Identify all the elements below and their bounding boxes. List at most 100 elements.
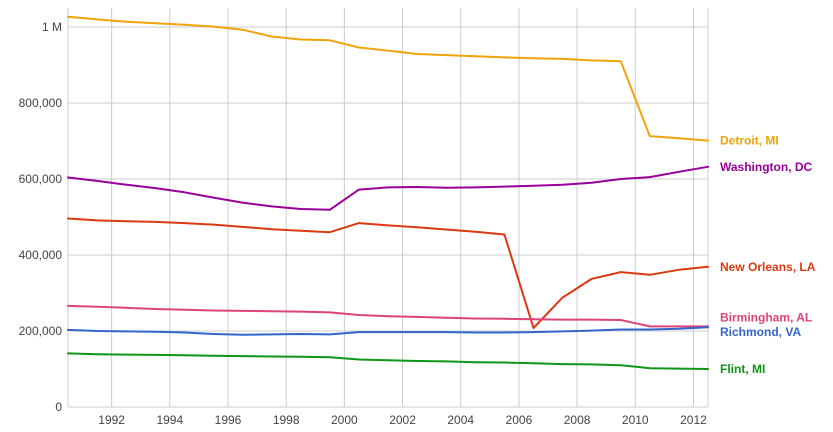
data-point-washington-dc (270, 205, 273, 208)
data-point-richmond-va (358, 331, 360, 333)
data-point-new-orleans-la (678, 268, 680, 271)
data-point-richmond-va (648, 328, 651, 331)
x-axis: 1992 1994 1996 1998 2000 2002 2004 2006 2008 2010… (98, 413, 707, 427)
data-point-birmingham-al (183, 308, 186, 311)
data-point-richmond-va (328, 333, 331, 336)
data-point-birmingham-al (503, 317, 506, 320)
data-point-detroit-mi (299, 38, 302, 41)
x-tick-label: 1996 (215, 413, 242, 427)
data-point-new-orleans-la (445, 228, 448, 231)
data-point-washington-dc (241, 201, 244, 204)
data-point-richmond-va (154, 330, 157, 333)
data-point-new-orleans-la (183, 222, 186, 225)
data-point-detroit-mi (358, 46, 360, 49)
data-point-new-orleans-la (212, 223, 215, 226)
y-axis: 0 200,000 400,000 600,000 800,000 1 M (19, 20, 63, 414)
data-point-flint-mi (474, 361, 477, 364)
data-point-richmond-va (503, 331, 506, 334)
y-tick-label: 200,000 (19, 324, 63, 338)
data-point-detroit-mi (678, 137, 680, 140)
data-point-birmingham-al (241, 310, 244, 312)
data-point-detroit-mi (125, 20, 128, 23)
data-point-detroit-mi (67, 15, 69, 18)
data-point-birmingham-al (619, 319, 622, 321)
data-point-detroit-mi (707, 139, 709, 142)
data-point-flint-mi (183, 354, 186, 357)
series-line-washington-dc (67, 165, 709, 211)
data-point-detroit-mi (474, 55, 477, 58)
data-point-flint-mi (532, 362, 535, 365)
data-point-richmond-va (590, 329, 593, 332)
data-point-new-orleans-la (241, 226, 244, 228)
data-point-new-orleans-la (299, 229, 302, 232)
data-point-new-orleans-la (416, 226, 418, 229)
data-point-new-orleans-la (619, 271, 622, 273)
data-point-washington-dc (532, 184, 535, 187)
data-point-richmond-va (212, 333, 215, 335)
series-labels: Detroit, MI Washington, DC New Orleans, LA… (720, 134, 816, 376)
data-point-new-orleans-la (67, 217, 69, 220)
data-point-new-orleans-la (503, 233, 506, 236)
data-point-flint-mi (503, 361, 506, 364)
data-point-detroit-mi (590, 59, 593, 62)
series-label-richmond-va: Richmond, VA (720, 325, 801, 339)
data-point-richmond-va (270, 333, 273, 336)
data-point-detroit-mi (241, 28, 244, 31)
data-point-flint-mi (445, 360, 448, 363)
data-point-washington-dc (445, 186, 448, 189)
data-point-flint-mi (387, 359, 389, 362)
x-tick-label: 1998 (273, 413, 300, 427)
data-point-washington-dc (328, 208, 331, 211)
data-point-flint-mi (678, 367, 680, 370)
series-label-flint-mi: Flint, MI (720, 362, 765, 376)
data-point-washington-dc (212, 196, 215, 199)
data-point-detroit-mi (387, 49, 389, 52)
data-point-birmingham-al (590, 318, 593, 321)
data-point-birmingham-al (474, 317, 477, 320)
x-tick-label: 1994 (156, 413, 183, 427)
y-tick-label: 0 (55, 400, 62, 414)
y-tick-label: 1 M (42, 20, 62, 34)
data-point-flint-mi (67, 352, 69, 355)
data-point-washington-dc (358, 188, 360, 191)
data-point-washington-dc (125, 183, 128, 186)
series-label-new-orleans-la: New Orleans, LA (720, 260, 816, 274)
data-point-birmingham-al (328, 311, 331, 314)
series-line-detroit-mi (67, 15, 709, 142)
series-line-flint-mi (67, 352, 709, 370)
data-point-detroit-mi (532, 57, 535, 60)
data-point-detroit-mi (445, 54, 448, 56)
data-point-flint-mi (648, 367, 651, 370)
data-point-birmingham-al (358, 314, 360, 316)
data-point-washington-dc (154, 187, 157, 190)
x-tick-label: 2002 (389, 413, 416, 427)
data-point-richmond-va (125, 330, 128, 333)
data-point-richmond-va (67, 329, 69, 331)
data-point-flint-mi (125, 353, 128, 356)
data-point-richmond-va (532, 331, 535, 333)
x-tick-label: 2008 (564, 413, 591, 427)
data-point-washington-dc (590, 181, 593, 184)
series-label-birmingham-al: Birmingham, AL (720, 310, 812, 324)
data-point-detroit-mi (648, 135, 651, 138)
data-point-detroit-mi (154, 22, 157, 25)
series-label-detroit-mi: Detroit, MI (720, 134, 779, 148)
data-point-flint-mi (270, 355, 273, 358)
y-tick-label: 800,000 (19, 96, 63, 110)
x-tick-label: 2004 (447, 413, 474, 427)
data-point-richmond-va (678, 327, 680, 330)
data-point-flint-mi (358, 358, 360, 361)
x-tick-label: 1992 (98, 413, 125, 427)
data-point-washington-dc (96, 180, 98, 182)
series-label-washington-dc: Washington, DC (720, 160, 813, 174)
data-point-new-orleans-la (590, 278, 593, 280)
y-tick-label: 400,000 (19, 248, 63, 262)
data-point-flint-mi (328, 356, 331, 359)
data-point-birmingham-al (67, 305, 69, 307)
data-point-richmond-va (561, 330, 564, 333)
data-point-flint-mi (416, 360, 418, 362)
x-tick-label: 2010 (622, 413, 649, 427)
data-point-birmingham-al (678, 325, 680, 328)
data-point-richmond-va (416, 331, 418, 333)
